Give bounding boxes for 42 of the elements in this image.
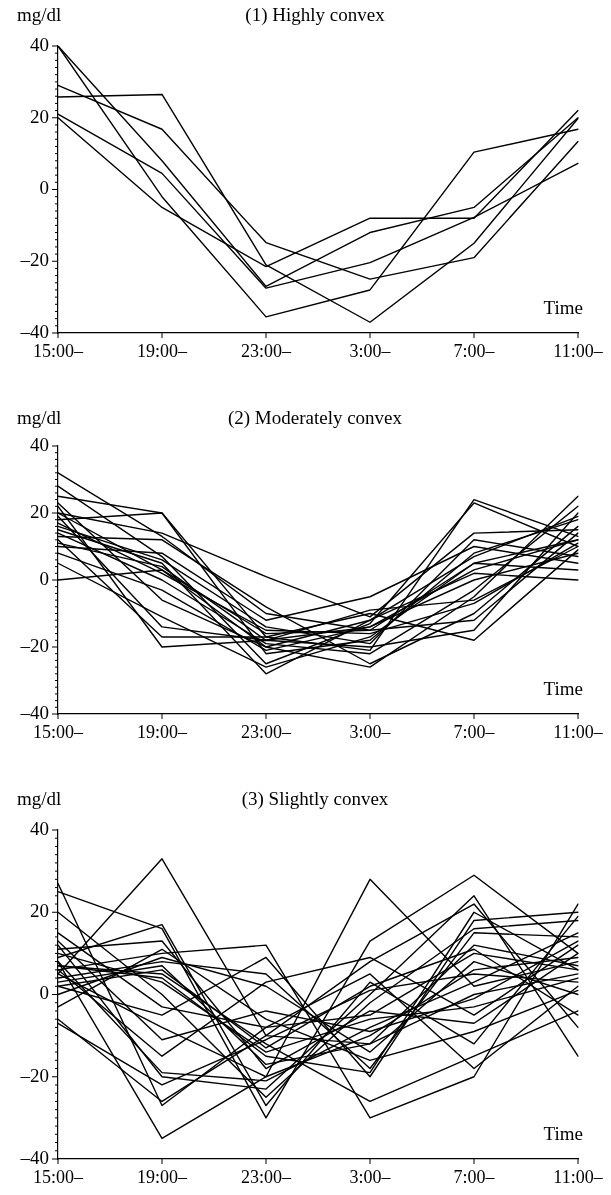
y-axis-title: mg/dl [17, 3, 62, 25]
y-tick-label: –40 [19, 320, 49, 342]
x-tick-label: 23:00– [240, 721, 292, 742]
x-tick-label: 19:00– [136, 1166, 188, 1187]
y-tick-label: 40 [30, 433, 49, 455]
y-tick-label: –40 [19, 701, 49, 723]
chart-title: (3) Slightly convex [241, 787, 389, 810]
y-axis-title: mg/dl [17, 787, 62, 809]
x-tick-label: 15:00– [32, 340, 84, 361]
y-tick-label: 40 [30, 33, 49, 55]
y-tick-label: 0 [39, 982, 49, 1004]
x-tick-label: 11:00– [553, 340, 604, 361]
x-tick-label: 23:00– [240, 340, 292, 361]
y-tick-label: 20 [30, 500, 49, 522]
y-tick-label: 40 [30, 817, 49, 839]
y-axis-title: mg/dl [17, 406, 62, 428]
chart-title: (2) Moderately convex [227, 406, 403, 429]
y-tick-label: –40 [19, 1146, 49, 1168]
x-tick-label: 3:00– [349, 721, 392, 742]
y-tick-label: –20 [19, 249, 49, 271]
x-tick-label: 3:00– [349, 340, 392, 361]
y-tick-label: –20 [19, 634, 49, 656]
x-tick-label: 15:00– [32, 721, 84, 742]
x-tick-label: 19:00– [136, 340, 188, 361]
y-tick-label: 20 [30, 900, 49, 922]
y-tick-label: 20 [30, 105, 49, 127]
x-tick-label: 7:00– [453, 721, 496, 742]
x-tick-label: 15:00– [32, 1166, 84, 1187]
x-tick-label: 19:00– [136, 721, 188, 742]
x-axis-title: Time [543, 296, 583, 318]
x-tick-label: 11:00– [553, 1166, 604, 1187]
x-axis-title: Time [543, 677, 583, 699]
y-tick-label: 0 [39, 177, 49, 199]
x-tick-label: 7:00– [453, 1166, 496, 1187]
y-tick-label: 0 [39, 567, 49, 589]
x-tick-label: 11:00– [553, 721, 604, 742]
x-tick-label: 3:00– [349, 1166, 392, 1187]
x-tick-label: 7:00– [453, 340, 496, 361]
chart-title: (1) Highly convex [245, 3, 386, 26]
y-tick-label: –20 [19, 1064, 49, 1086]
x-tick-label: 23:00– [240, 1166, 292, 1187]
x-axis-title: Time [543, 1122, 583, 1144]
